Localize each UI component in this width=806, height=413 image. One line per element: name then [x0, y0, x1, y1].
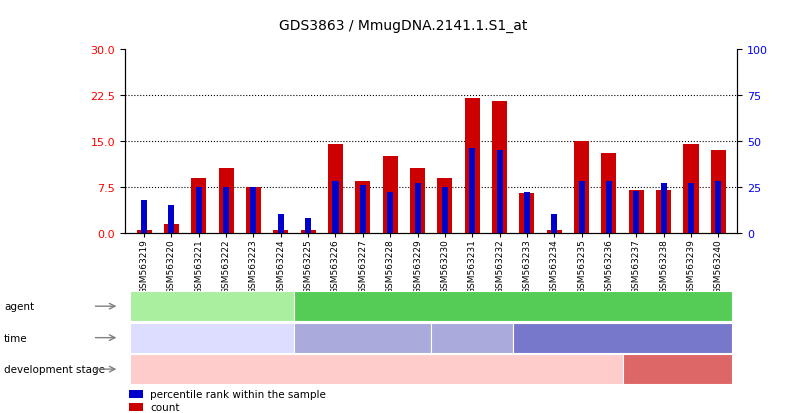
Bar: [414, 184, 421, 233]
Text: hCG: hCG: [501, 301, 525, 311]
Bar: [442, 188, 448, 233]
Text: untreated: untreated: [185, 301, 240, 311]
Bar: [683, 145, 699, 233]
Bar: [273, 230, 289, 233]
Text: GDS3863 / MmugDNA.2141.1.S1_at: GDS3863 / MmugDNA.2141.1.S1_at: [279, 19, 527, 33]
Bar: [601, 154, 617, 233]
Bar: [551, 215, 557, 233]
Bar: [136, 230, 152, 233]
Bar: [333, 182, 339, 233]
Bar: [656, 190, 671, 233]
Bar: [524, 193, 530, 233]
Text: 36 hours: 36 hours: [598, 333, 647, 343]
Bar: [465, 99, 480, 233]
Text: percentile rank within the sample: percentile rank within the sample: [150, 389, 326, 399]
Bar: [634, 191, 639, 233]
Bar: [688, 184, 694, 233]
Bar: [305, 218, 311, 233]
Text: 24 hours: 24 hours: [447, 333, 496, 343]
Bar: [387, 193, 393, 233]
Bar: [546, 230, 562, 233]
Bar: [469, 149, 476, 233]
Bar: [606, 182, 612, 233]
Text: agent: agent: [4, 301, 34, 311]
Bar: [383, 157, 397, 233]
Bar: [328, 145, 343, 233]
Text: count: count: [150, 402, 180, 412]
Text: ruptured follicle: ruptured follicle: [634, 364, 721, 374]
Bar: [246, 188, 261, 233]
Bar: [574, 142, 589, 233]
Bar: [301, 230, 316, 233]
Bar: [579, 182, 584, 233]
Bar: [164, 224, 179, 233]
Bar: [410, 169, 425, 233]
Bar: [196, 188, 202, 233]
Text: 0 hour: 0 hour: [194, 333, 231, 343]
Bar: [191, 178, 206, 233]
Bar: [711, 151, 726, 233]
Bar: [359, 185, 366, 233]
Bar: [629, 190, 644, 233]
Bar: [141, 200, 147, 233]
Bar: [278, 215, 284, 233]
Text: time: time: [4, 333, 27, 343]
Bar: [168, 206, 174, 233]
Bar: [438, 178, 452, 233]
Bar: [519, 194, 534, 233]
Bar: [218, 169, 234, 233]
Bar: [223, 188, 229, 233]
Bar: [355, 181, 371, 233]
Bar: [496, 151, 503, 233]
Bar: [251, 188, 256, 233]
Text: development stage: development stage: [4, 364, 105, 374]
Text: 12 hours: 12 hours: [339, 333, 388, 343]
Bar: [716, 182, 721, 233]
Bar: [492, 102, 507, 233]
Text: unruptured follicle: unruptured follicle: [325, 364, 428, 374]
Bar: [661, 184, 667, 233]
